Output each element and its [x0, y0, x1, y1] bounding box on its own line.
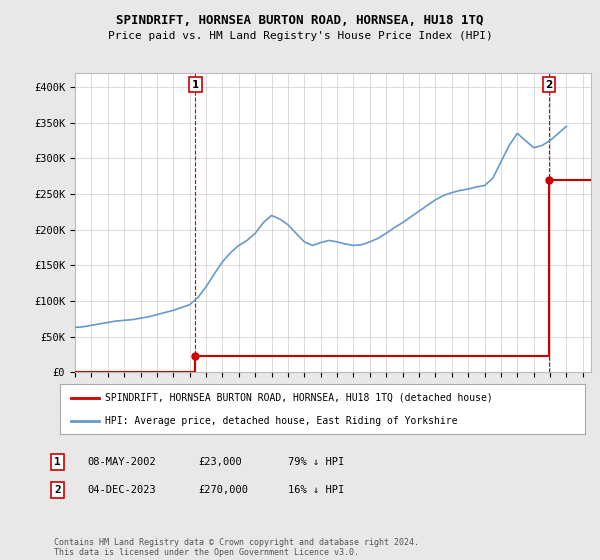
- Text: SPINDRIFT, HORNSEA BURTON ROAD, HORNSEA, HU18 1TQ (detached house): SPINDRIFT, HORNSEA BURTON ROAD, HORNSEA,…: [104, 393, 493, 403]
- Text: 04-DEC-2023: 04-DEC-2023: [87, 485, 156, 495]
- Text: HPI: Average price, detached house, East Riding of Yorkshire: HPI: Average price, detached house, East…: [104, 417, 457, 426]
- Text: 2: 2: [545, 80, 553, 90]
- Text: £23,000: £23,000: [198, 457, 242, 467]
- Text: 16% ↓ HPI: 16% ↓ HPI: [288, 485, 344, 495]
- Text: 08-MAY-2002: 08-MAY-2002: [87, 457, 156, 467]
- Text: SPINDRIFT, HORNSEA BURTON ROAD, HORNSEA, HU18 1TQ: SPINDRIFT, HORNSEA BURTON ROAD, HORNSEA,…: [116, 14, 484, 27]
- Text: 1: 1: [192, 80, 199, 90]
- Text: 79% ↓ HPI: 79% ↓ HPI: [288, 457, 344, 467]
- Text: Contains HM Land Registry data © Crown copyright and database right 2024.
This d: Contains HM Land Registry data © Crown c…: [54, 538, 419, 557]
- Text: Price paid vs. HM Land Registry's House Price Index (HPI): Price paid vs. HM Land Registry's House …: [107, 31, 493, 41]
- Text: £270,000: £270,000: [198, 485, 248, 495]
- Text: 1: 1: [54, 457, 61, 467]
- Text: 2: 2: [54, 485, 61, 495]
